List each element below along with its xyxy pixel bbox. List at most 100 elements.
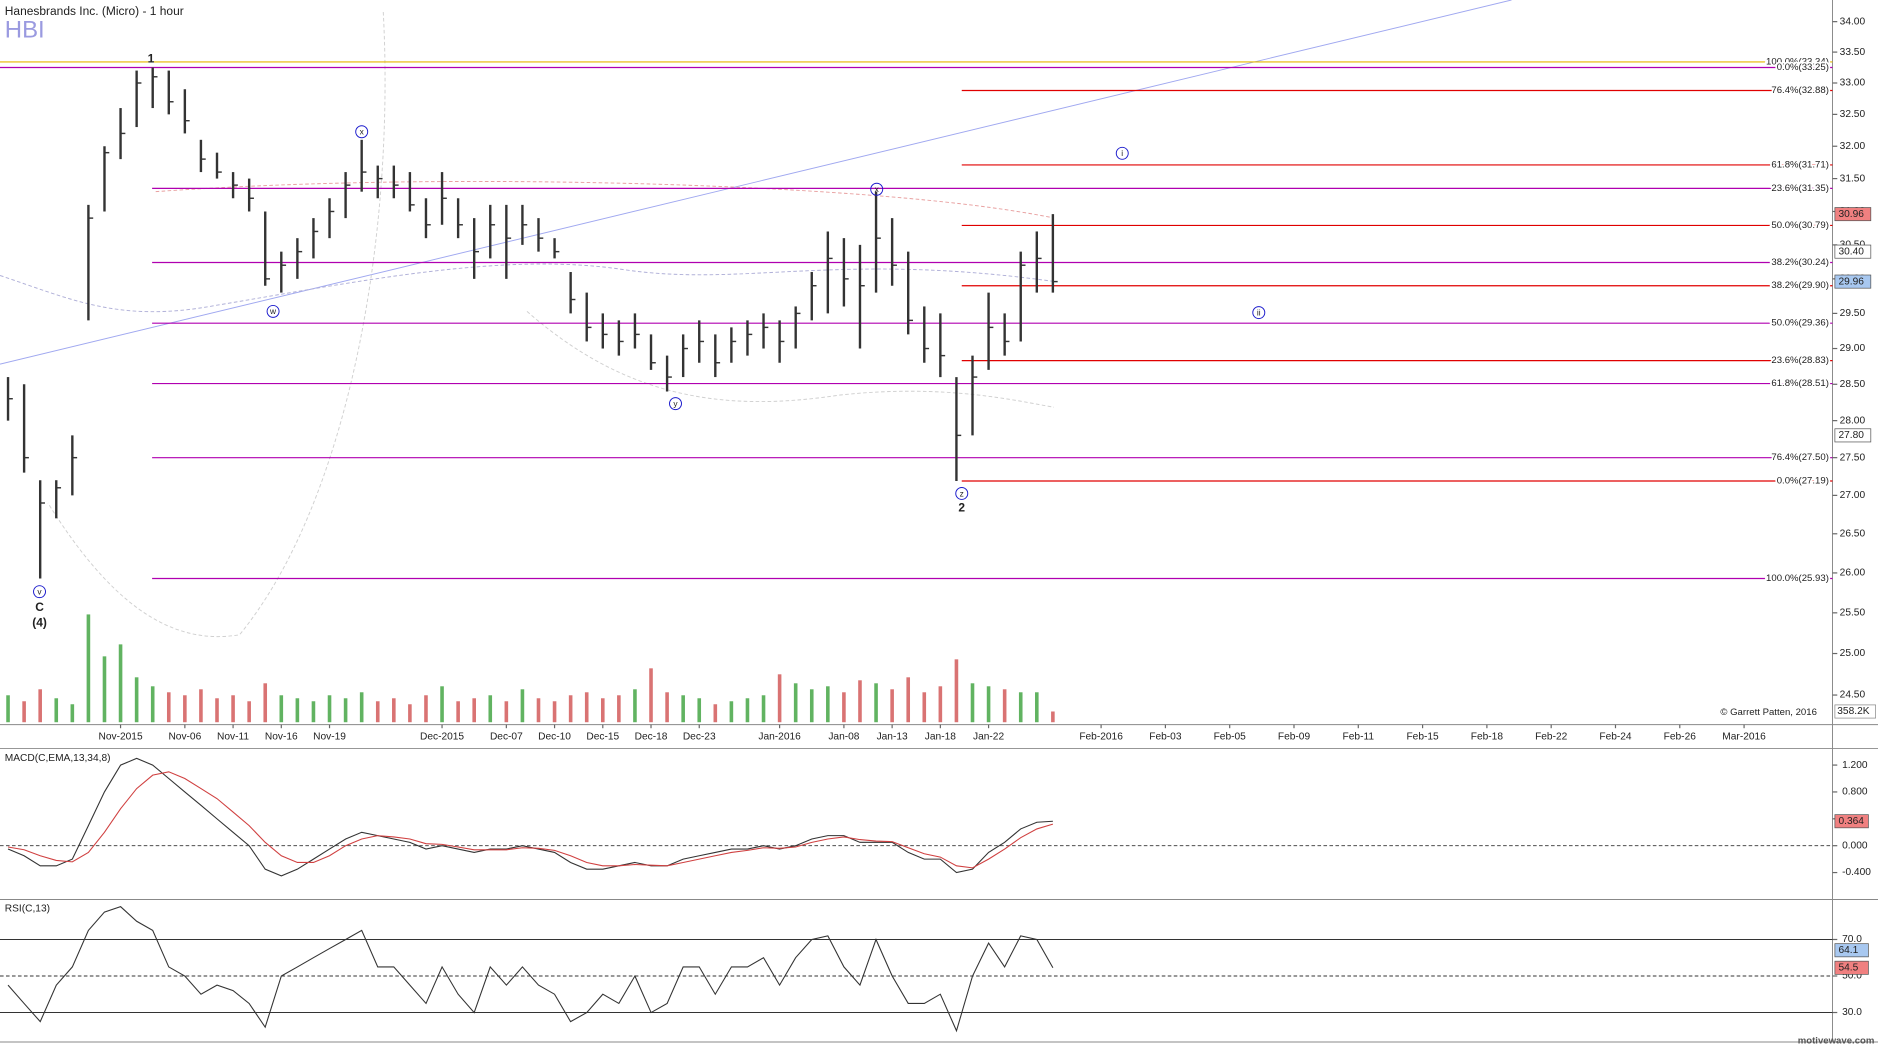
- wave-circle: [870, 182, 884, 196]
- volume-bar: [890, 689, 894, 723]
- price-tag: [1834, 428, 1872, 443]
- fib-label: 0.0%(27.19): [1777, 475, 1829, 486]
- x-tick-label: Feb-15: [1406, 731, 1439, 742]
- x-tick-label: Jan-2016: [758, 731, 801, 742]
- x-tick-label: Nov-19: [313, 731, 346, 742]
- volume-bar: [359, 692, 364, 723]
- volume-bar: [906, 677, 911, 723]
- wave-label: w: [269, 306, 277, 316]
- y-tick-label: 24.50: [1840, 690, 1866, 701]
- volume-bar: [777, 674, 782, 723]
- wave-circle: [355, 125, 369, 139]
- x-tick-label: Jan-18: [925, 731, 956, 742]
- volume-bar: [150, 686, 155, 723]
- fib-label: 61.8%(28.51): [1771, 378, 1829, 389]
- wave-label: v: [37, 586, 42, 596]
- indicator-tag-label: 54.5: [1838, 962, 1858, 973]
- volume-bar: [183, 695, 187, 723]
- volume-bar: [954, 659, 959, 723]
- fib-label: 50.0%(30.79): [1771, 220, 1829, 231]
- volume-bar: [1035, 692, 1039, 723]
- moving-average: [155, 180, 1055, 219]
- y-tick-label: 28.50: [1840, 379, 1866, 390]
- credit: © Garrett Patten, 2016: [1720, 707, 1817, 718]
- x-tick-label: Feb-03: [1149, 731, 1182, 742]
- watermark: motivewave.com: [1798, 1035, 1875, 1046]
- volume-bar: [1018, 692, 1023, 723]
- x-tick-label: Mar-2016: [1722, 731, 1766, 742]
- y-tick-label: 33.50: [1840, 47, 1866, 58]
- wave-label: x: [360, 127, 365, 137]
- volume-bar: [134, 677, 139, 723]
- wave-label: C: [35, 600, 44, 614]
- y-tick-label: 28.00: [1840, 415, 1866, 426]
- volume-bar: [295, 698, 300, 723]
- volume-bar: [552, 701, 557, 723]
- indicator-line: [7, 906, 1054, 1033]
- fib-label: 100.0%(33.34): [1766, 56, 1829, 67]
- symbol: HBI: [5, 16, 45, 43]
- fib-label: 0.0%(33.25): [1777, 62, 1829, 73]
- x-tick-label: Feb-24: [1599, 731, 1632, 742]
- wave-label: 2: [958, 501, 965, 515]
- volume-bar: [842, 692, 846, 723]
- y-tick-label: 26.00: [1840, 568, 1866, 579]
- volume-bar: [22, 701, 26, 723]
- volume-bar: [858, 680, 862, 723]
- indicator-tag: [1834, 943, 1869, 958]
- volume-bar: [649, 668, 653, 723]
- volume-bar: [568, 695, 573, 723]
- volume-bar: [199, 689, 203, 723]
- volume-bar: [536, 698, 541, 723]
- volume-bar: [408, 704, 412, 723]
- volume-bar: [343, 698, 348, 723]
- volume-bar: [970, 683, 975, 723]
- volume-bar: [102, 656, 107, 723]
- volume-bar: [215, 698, 219, 723]
- wave-circle: [669, 397, 682, 411]
- volume-bar: [520, 689, 525, 723]
- x-tick-label: Dec-18: [635, 731, 668, 742]
- wave-circle: [1115, 146, 1129, 160]
- volume-bar: [697, 698, 702, 723]
- y-tick-label: 27.00: [1840, 490, 1866, 501]
- x-tick-label: Dec-23: [683, 731, 716, 742]
- x-tick-label: Feb-26: [1664, 731, 1697, 742]
- indicator-tag: [1834, 814, 1869, 829]
- x-tick-label: Dec-15: [586, 731, 619, 742]
- volume-bar: [681, 695, 685, 723]
- band: [47, 11, 386, 638]
- x-tick-label: Jan-22: [973, 731, 1004, 742]
- indicator-tag-label: 64.1: [1838, 945, 1858, 956]
- fib-label: 23.6%(28.83): [1771, 355, 1829, 366]
- fib-label: 38.2%(30.24): [1771, 257, 1829, 268]
- volume-bar: [6, 695, 10, 723]
- wave-label: x: [875, 184, 880, 194]
- indicator-tag-label: 0.364: [1838, 816, 1864, 827]
- volume-tag-label: 358.2K: [1837, 706, 1869, 717]
- y-tick-label: 27.50: [1840, 452, 1866, 463]
- volume-bar: [54, 698, 59, 723]
- y-tick-label: 0.800: [1842, 787, 1868, 798]
- volume-bar: [263, 683, 268, 723]
- wave-circle: [266, 304, 280, 318]
- volume-bar: [1002, 689, 1007, 723]
- x-tick-label: Jan-13: [877, 731, 908, 742]
- price-tag-label: 30.96: [1838, 209, 1864, 220]
- volume-bar: [166, 692, 171, 723]
- volume-bar: [745, 698, 750, 723]
- price-tag: [1834, 207, 1872, 222]
- x-tick-label: Nov-2015: [99, 731, 143, 742]
- volume-bar: [922, 692, 927, 723]
- volume-bar: [504, 701, 509, 723]
- x-tick-label: Feb-05: [1214, 731, 1247, 742]
- volume-bar: [327, 695, 332, 723]
- x-tick-label: Nov-06: [168, 731, 201, 742]
- volume-bar: [809, 689, 814, 723]
- volume-bar: [375, 701, 380, 723]
- y-tick-label: 31.50: [1840, 173, 1866, 184]
- volume-bar: [247, 701, 251, 723]
- x-tick-label: Nov-11: [217, 731, 249, 742]
- y-tick-label: 30.0: [1842, 1007, 1862, 1018]
